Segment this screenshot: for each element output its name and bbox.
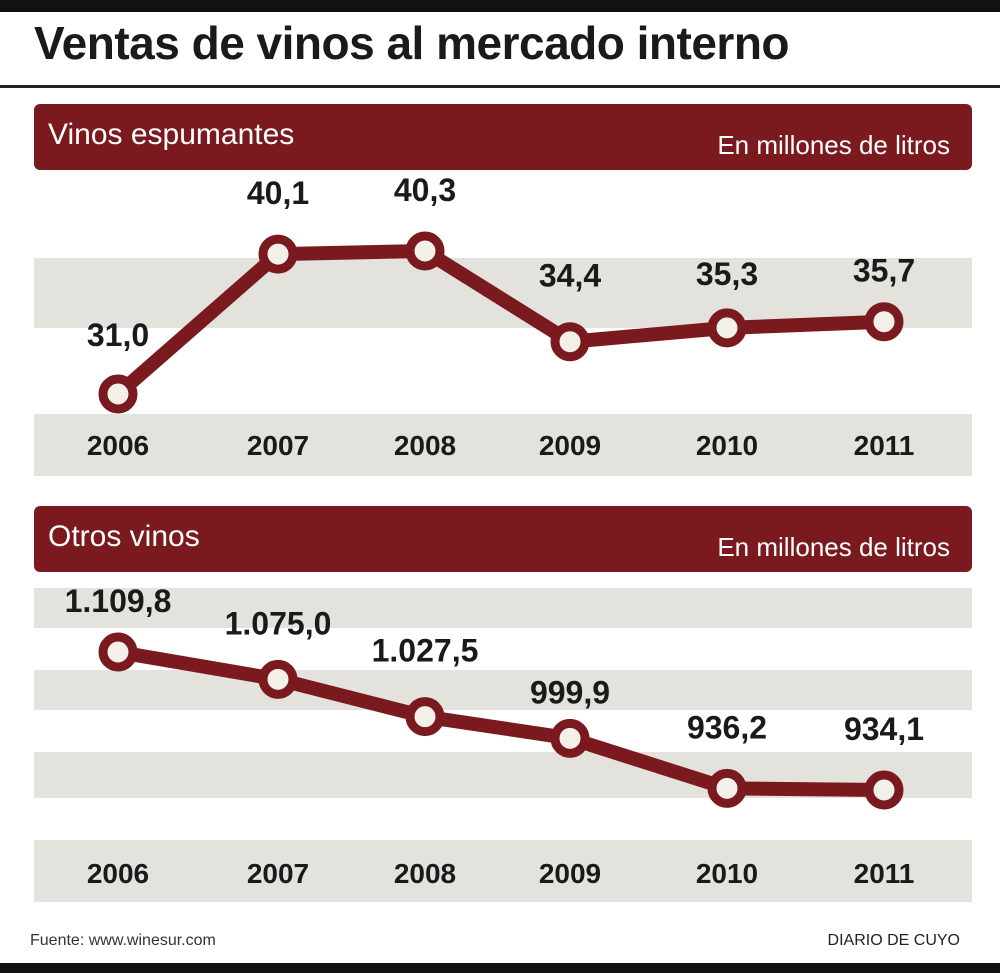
- data-label: 1.027,5: [372, 633, 479, 669]
- data-point: [707, 768, 747, 808]
- data-point: [98, 632, 138, 672]
- x-tick-label: 2010: [696, 858, 758, 889]
- chart2-unit-label: En millones de litros: [717, 532, 950, 562]
- chart-otros-vinos: 1.109,8 2006 1.075,0 2007 1.027,5 2008 999,9 20…: [34, 583, 972, 902]
- data-label: 40,3: [394, 172, 456, 208]
- x-tick-label: 2011: [854, 430, 915, 461]
- x-tick-label: 2006: [87, 858, 149, 889]
- chart1-unit-label: En millones de litros: [717, 130, 950, 160]
- data-point: [405, 697, 445, 737]
- data-point: [98, 374, 138, 414]
- x-tick-label: 2010: [696, 430, 758, 461]
- data-point: [707, 308, 747, 348]
- data-label: 1.075,0: [225, 605, 332, 641]
- data-point: [405, 231, 445, 271]
- x-tick-label: 2008: [394, 430, 456, 461]
- data-point: [864, 302, 904, 342]
- grid-band: [34, 670, 972, 710]
- data-point: [864, 770, 904, 810]
- data-label: 40,1: [247, 175, 309, 211]
- page-title: Ventas de vinos al mercado interno: [34, 17, 790, 69]
- data-point: [258, 659, 298, 699]
- series-line: [111, 645, 891, 797]
- x-tick-label: 2011: [854, 858, 915, 889]
- x-tick-label: 2007: [247, 858, 309, 889]
- source-note: Fuente: www.winesur.com: [30, 932, 216, 949]
- data-point: [550, 322, 590, 362]
- bottom-bar: [0, 963, 1000, 973]
- data-point: [258, 234, 298, 274]
- data-label: 34,4: [539, 258, 601, 294]
- chart-vinos-espumantes: 31,0 2006 40,1 2007 40,3 2008 34,4 2009 35,3 2010…: [34, 172, 972, 476]
- data-point: [550, 718, 590, 758]
- x-tick-label: 2009: [539, 858, 601, 889]
- x-tick-label: 2008: [394, 858, 456, 889]
- chart1-header: Vinos espumantes En millones de litros: [34, 104, 972, 170]
- publisher-credit: DIARIO DE CUYO: [827, 932, 960, 949]
- data-label: 1.109,8: [65, 583, 172, 619]
- top-bar: [0, 0, 1000, 12]
- series-line: [111, 244, 891, 401]
- data-label: 35,3: [696, 256, 758, 292]
- x-tick-label: 2007: [247, 430, 309, 461]
- x-tick-label: 2009: [539, 430, 601, 461]
- data-label: 999,9: [530, 674, 610, 710]
- data-label: 936,2: [687, 709, 767, 745]
- year-axis-band: [34, 414, 972, 476]
- chart1-title: Vinos espumantes: [48, 118, 295, 151]
- chart2-title: Otros vinos: [48, 520, 200, 553]
- title-divider: [0, 85, 1000, 88]
- chart2-header: Otros vinos En millones de litros: [34, 506, 972, 572]
- year-axis-band: [34, 840, 972, 902]
- x-tick-label: 2006: [87, 430, 149, 461]
- data-label: 934,1: [844, 711, 924, 747]
- data-label: 35,7: [853, 253, 915, 289]
- grid-band: [34, 588, 972, 628]
- data-label: 31,0: [87, 317, 149, 353]
